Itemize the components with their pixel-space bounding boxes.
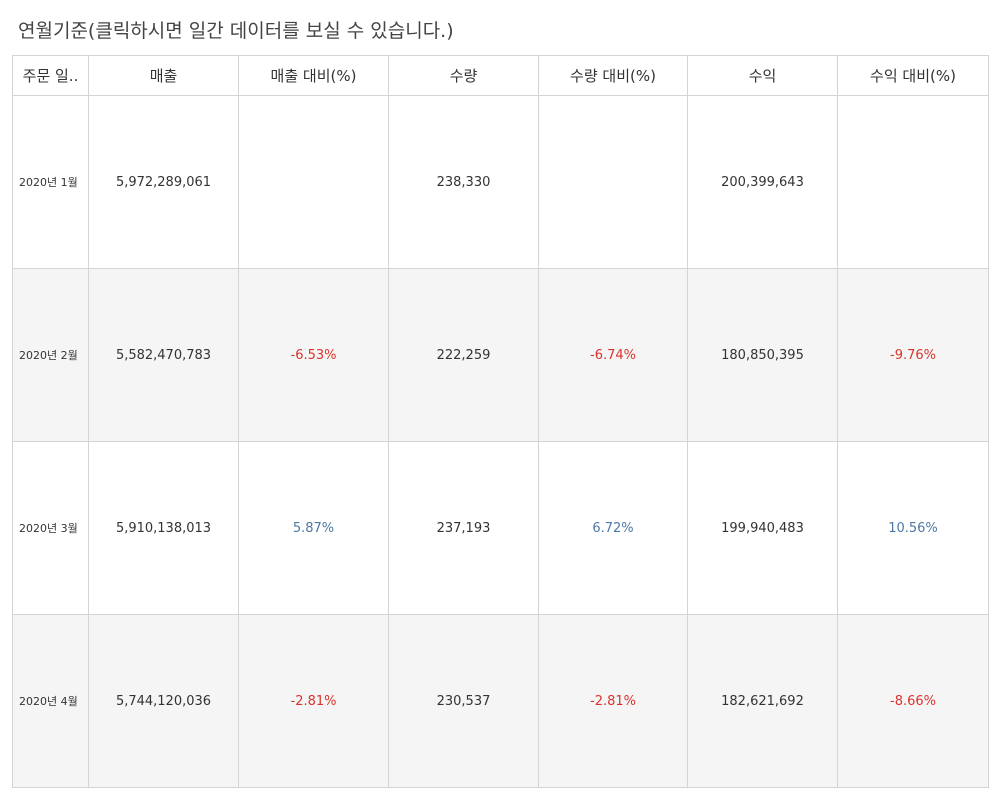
cell-quantity-change: 6.72% xyxy=(538,441,688,615)
column-header-profit[interactable]: 수익 xyxy=(687,55,838,96)
cell-quantity: 222,259 xyxy=(388,268,539,442)
page-title[interactable]: 연월기준(클릭하시면 일간 데이터를 보실 수 있습니다.) xyxy=(18,20,454,42)
cell-profit-change: -9.76% xyxy=(837,268,989,442)
table-row[interactable]: 2020년 3월 5,910,138,013 5.87% 237,193 6.72% 19… xyxy=(12,441,989,615)
cell-sales-change: 5.87% xyxy=(238,441,389,615)
cell-profit: 180,850,395 xyxy=(687,268,838,442)
column-header-sales[interactable]: 매출 xyxy=(88,55,239,96)
cell-sales: 5,744,120,036 xyxy=(88,614,239,788)
cell-profit: 182,621,692 xyxy=(687,614,838,788)
cell-profit: 200,399,643 xyxy=(687,95,838,269)
cell-order-date[interactable]: 2020년 4월 xyxy=(12,614,89,788)
column-header-profit-change[interactable]: 수익 대비(%) xyxy=(837,55,989,96)
table-body: 2020년 1월 5,972,289,061 238,330 200,399,643 2… xyxy=(12,95,989,788)
table-row[interactable]: 2020년 4월 5,744,120,036 -2.81% 230,537 -2.81%… xyxy=(12,614,989,788)
table-container: 연월기준(클릭하시면 일간 데이터를 보실 수 있습니다.) 주문 일.. 매출 매… xyxy=(12,0,989,788)
cell-order-date[interactable]: 2020년 3월 xyxy=(12,441,89,615)
column-header-quantity-change[interactable]: 수량 대비(%) xyxy=(538,55,688,96)
cell-order-date[interactable]: 2020년 2월 xyxy=(12,268,89,442)
table-row[interactable]: 2020년 2월 5,582,470,783 -6.53% 222,259 -6.74%… xyxy=(12,268,989,442)
cell-quantity: 238,330 xyxy=(388,95,539,269)
cell-quantity: 237,193 xyxy=(388,441,539,615)
data-table: 주문 일.. 매출 매출 대비(%) 수량 수량 대비(%) 수익 수익 대비(%) 202… xyxy=(12,55,989,788)
column-header-quantity[interactable]: 수량 xyxy=(388,55,539,96)
cell-profit-change: 10.56% xyxy=(837,441,989,615)
header-row: 주문 일.. 매출 매출 대비(%) 수량 수량 대비(%) 수익 수익 대비(%) xyxy=(12,55,989,96)
cell-order-date[interactable]: 2020년 1월 xyxy=(12,95,89,269)
cell-sales: 5,582,470,783 xyxy=(88,268,239,442)
table-header: 주문 일.. 매출 매출 대비(%) 수량 수량 대비(%) 수익 수익 대비(%) xyxy=(12,55,989,96)
cell-quantity-change: -2.81% xyxy=(538,614,688,788)
column-header-sales-change[interactable]: 매출 대비(%) xyxy=(238,55,389,96)
table-row[interactable]: 2020년 1월 5,972,289,061 238,330 200,399,643 xyxy=(12,95,989,269)
cell-sales: 5,972,289,061 xyxy=(88,95,239,269)
cell-quantity: 230,537 xyxy=(388,614,539,788)
cell-profit: 199,940,483 xyxy=(687,441,838,615)
cell-profit-change xyxy=(837,95,989,269)
cell-profit-change: -8.66% xyxy=(837,614,989,788)
cell-sales-change: -6.53% xyxy=(238,268,389,442)
cell-quantity-change: -6.74% xyxy=(538,268,688,442)
cell-sales: 5,910,138,013 xyxy=(88,441,239,615)
cell-sales-change: -2.81% xyxy=(238,614,389,788)
cell-quantity-change xyxy=(538,95,688,269)
column-header-order-date[interactable]: 주문 일.. xyxy=(12,55,89,96)
cell-sales-change xyxy=(238,95,389,269)
